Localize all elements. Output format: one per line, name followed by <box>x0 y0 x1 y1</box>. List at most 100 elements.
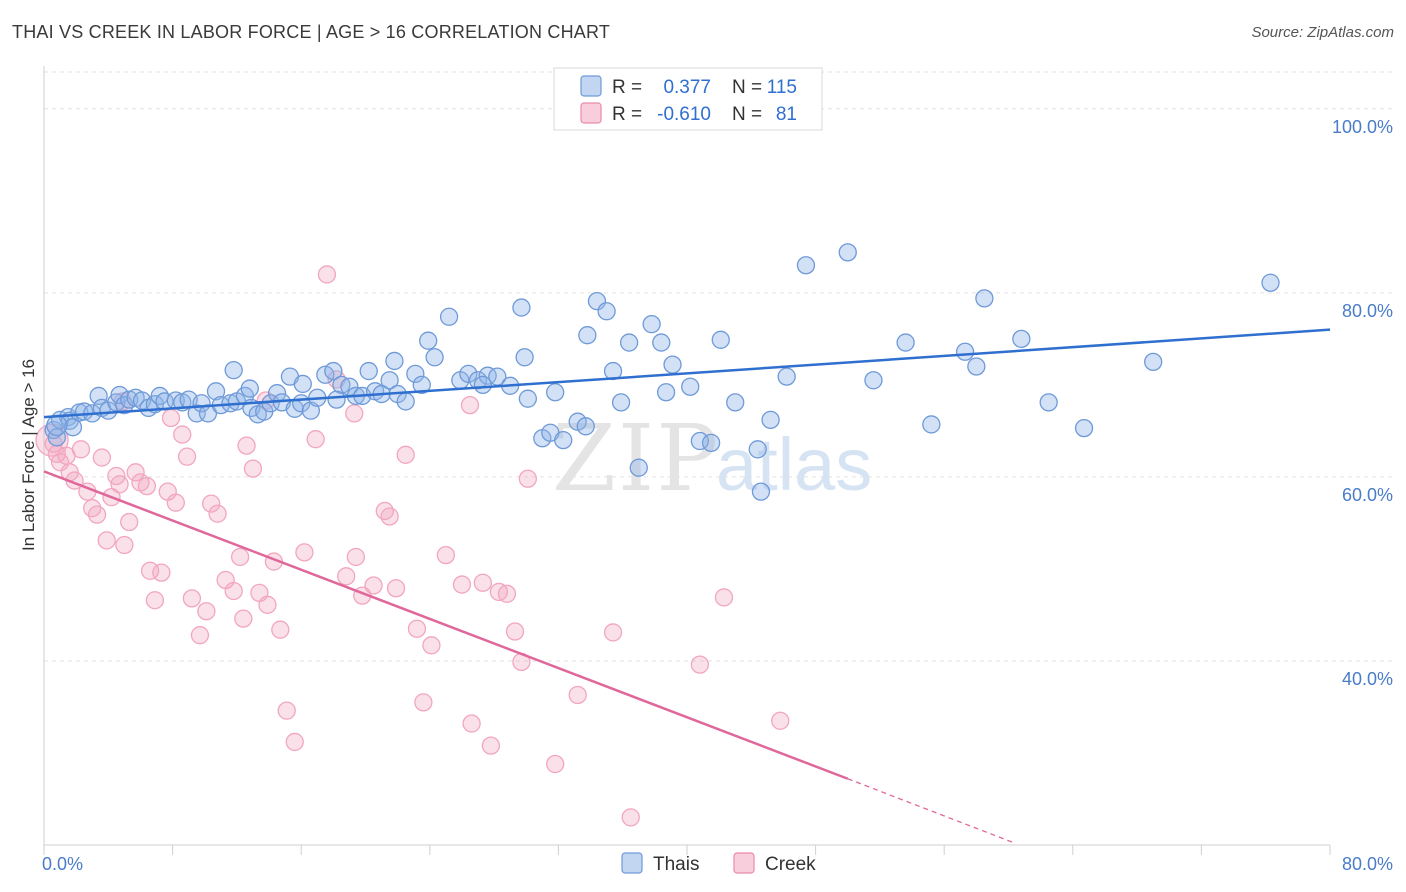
creek-point <box>71 440 91 459</box>
thais-point <box>512 298 531 317</box>
creek-point <box>234 609 253 628</box>
thais-point <box>515 348 534 367</box>
creek-point <box>380 507 399 526</box>
thais-point <box>967 357 986 376</box>
thais-point <box>629 458 648 477</box>
creek-point <box>414 693 433 712</box>
thais-point <box>473 375 492 395</box>
thais-point <box>642 314 661 334</box>
creek-point <box>166 493 185 512</box>
thais-point <box>324 361 343 381</box>
creek-point <box>346 547 366 567</box>
bottom-legend-swatch-creek <box>733 852 755 874</box>
thais-point <box>681 377 700 396</box>
legend-swatch-thais <box>580 75 602 97</box>
creek-point <box>518 469 538 488</box>
creek-point <box>568 685 587 705</box>
thais-point <box>359 361 378 381</box>
thais-point <box>380 371 399 390</box>
creek-point <box>771 711 790 730</box>
thais-point <box>224 361 243 380</box>
x-tick-label: 0.0% <box>42 854 83 874</box>
legend-n-value-creek: 81 <box>776 104 797 125</box>
thais-point <box>439 307 459 326</box>
creek-point <box>621 808 640 827</box>
thais-point <box>46 414 68 437</box>
thais-point <box>652 333 671 352</box>
creek-trend-line <box>43 470 849 780</box>
creek-point <box>690 655 710 674</box>
creek-point <box>140 561 160 580</box>
thais-point <box>406 364 425 383</box>
bottom-legend-label-thais: Thais <box>653 854 699 875</box>
creek-point <box>407 619 427 638</box>
thais-point <box>412 375 431 395</box>
thais-point <box>690 431 710 451</box>
creek-point <box>197 602 216 621</box>
creek-point <box>364 576 383 595</box>
creek-point <box>230 547 250 567</box>
thais-point <box>711 330 730 349</box>
creek-point <box>317 265 337 284</box>
thais-point <box>663 355 682 374</box>
creek-point <box>452 575 472 594</box>
thais-point <box>478 366 497 385</box>
creek-point <box>546 754 565 774</box>
creek-point <box>208 504 227 523</box>
creek-point <box>177 447 197 466</box>
creek-point <box>603 623 623 642</box>
legend-swatch-creek <box>580 102 602 124</box>
source-label: Source: ZipAtlas.com <box>1251 24 1394 41</box>
y-axis-label: In Labor Force | Age > 16 <box>19 359 38 551</box>
creek-point <box>224 581 243 601</box>
creek-point <box>115 535 134 555</box>
thais-point <box>518 389 538 408</box>
thais-point <box>611 393 631 412</box>
creek-point <box>396 445 415 464</box>
thais-point <box>656 383 676 402</box>
creek-point <box>386 579 406 598</box>
y-tick-label: 40.0% <box>1342 669 1393 689</box>
thais-point <box>396 392 415 411</box>
axes <box>43 66 1331 855</box>
creek-point <box>145 591 165 610</box>
thais-point <box>206 382 226 401</box>
creek-point <box>182 589 202 608</box>
creek-point <box>345 404 364 423</box>
y-tick-label: 60.0% <box>1342 485 1393 505</box>
thais-point <box>459 364 478 383</box>
thais-point <box>1074 418 1094 438</box>
creek-point <box>462 714 481 733</box>
thais-point <box>327 390 346 409</box>
creek-point <box>173 425 192 444</box>
thais-points <box>44 243 1280 501</box>
thais-point <box>796 256 816 275</box>
thais-point <box>701 433 721 453</box>
thais-point <box>47 428 67 447</box>
creek-point <box>505 622 525 641</box>
thais-point <box>1144 352 1163 372</box>
thais-point <box>896 333 915 352</box>
series-legend: Thais Creek <box>621 852 816 875</box>
thais-point <box>619 333 639 352</box>
thais-point <box>922 415 941 434</box>
bottom-legend-swatch-thais <box>621 852 643 874</box>
thais-point <box>554 430 573 450</box>
creek-point <box>271 620 290 639</box>
thais-point <box>293 374 312 394</box>
creek-point <box>422 636 441 655</box>
legend-n-label-creek: N = <box>732 104 762 125</box>
gridlines <box>44 71 1394 662</box>
thais-point <box>955 342 975 361</box>
creek-point <box>190 626 210 645</box>
legend-r-label-thais: R = <box>612 77 642 98</box>
creek-point <box>295 543 314 562</box>
legend-r-label-creek: R = <box>612 104 642 125</box>
x-tick-labels: 0.0% 80.0% <box>42 854 1393 874</box>
thais-point <box>546 383 565 402</box>
creek-point <box>237 436 256 455</box>
legend-r-value-creek: -0.610 <box>657 104 711 125</box>
creek-point <box>126 463 145 482</box>
thais-point <box>751 482 771 501</box>
